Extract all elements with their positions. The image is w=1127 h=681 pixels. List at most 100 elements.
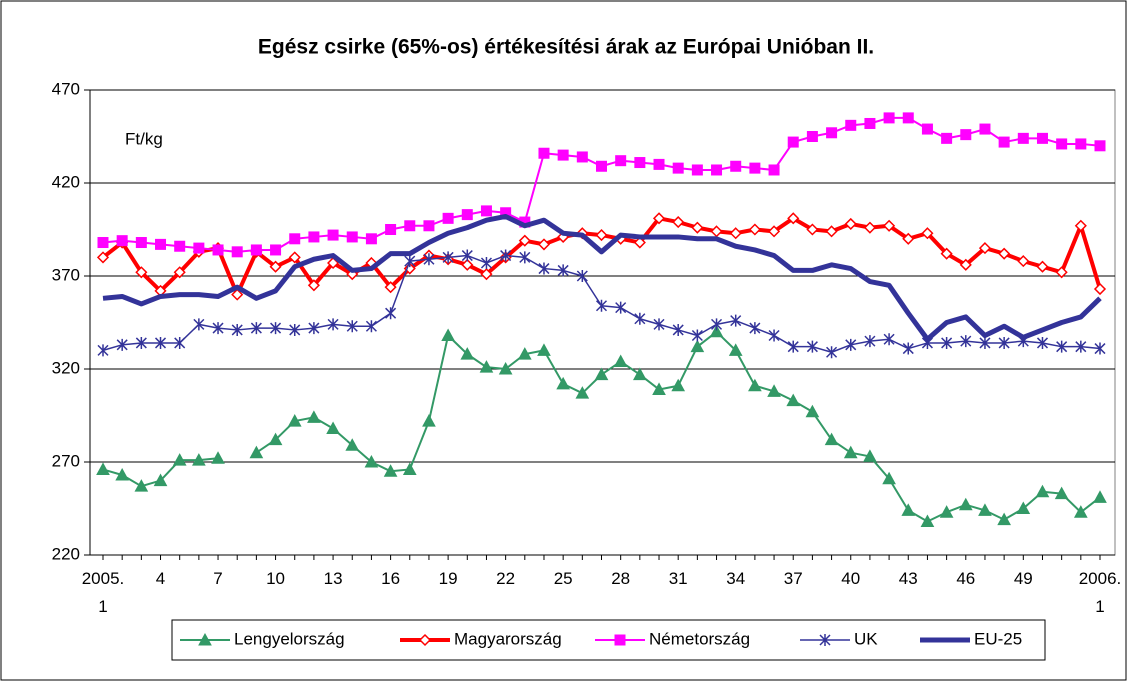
marker <box>308 231 320 243</box>
marker <box>819 634 831 646</box>
marker <box>960 129 972 141</box>
marker <box>864 117 876 129</box>
marker <box>538 262 550 275</box>
marker <box>691 164 703 176</box>
marker <box>270 244 282 256</box>
x-tick-label: 7 <box>213 569 222 588</box>
marker <box>308 322 320 335</box>
marker <box>1054 486 1069 500</box>
legend-label: Németország <box>649 629 750 648</box>
marker <box>825 225 838 238</box>
marker <box>883 112 895 124</box>
marker <box>249 445 264 459</box>
marker <box>730 160 742 172</box>
marker <box>211 451 225 464</box>
marker <box>882 471 896 485</box>
marker <box>538 147 550 159</box>
marker <box>442 212 454 224</box>
marker <box>902 342 914 355</box>
x-tick-label: 28 <box>611 569 630 588</box>
marker <box>595 229 608 242</box>
marker <box>172 453 187 466</box>
y-tick-label: 370 <box>52 265 80 284</box>
marker <box>787 212 800 225</box>
marker <box>193 242 205 254</box>
marker <box>385 224 397 235</box>
marker <box>940 247 953 260</box>
x-tick-label: 2005. 1 <box>82 569 125 616</box>
marker <box>383 464 398 477</box>
marker <box>748 223 761 236</box>
marker <box>921 227 934 240</box>
marker <box>845 338 857 351</box>
marker <box>116 338 128 351</box>
x-tick-label: 16 <box>381 569 400 588</box>
marker <box>404 255 416 268</box>
y-tick-label: 320 <box>52 358 80 377</box>
marker <box>346 231 358 243</box>
marker <box>883 333 895 346</box>
marker <box>1016 501 1031 514</box>
marker <box>749 162 761 174</box>
marker <box>557 149 569 161</box>
marker <box>365 320 377 333</box>
marker <box>154 336 167 349</box>
marker <box>921 123 933 135</box>
marker <box>653 318 665 331</box>
marker <box>461 249 473 262</box>
marker <box>517 347 532 360</box>
marker <box>998 336 1010 349</box>
marker <box>268 432 283 446</box>
marker <box>691 329 703 342</box>
marker <box>461 258 474 271</box>
marker <box>135 237 147 249</box>
y-tick-label: 220 <box>52 544 80 563</box>
marker <box>826 346 838 359</box>
marker <box>231 288 244 301</box>
marker <box>979 123 991 135</box>
marker <box>690 339 705 353</box>
marker <box>404 220 416 232</box>
marker <box>96 251 110 264</box>
marker <box>998 136 1010 148</box>
marker <box>826 127 838 139</box>
marker <box>135 266 148 279</box>
x-tick-label: 34 <box>726 569 745 588</box>
legend-label: Magyarország <box>454 629 562 648</box>
marker <box>97 237 109 249</box>
marker <box>289 233 301 245</box>
chart-title: Egész csirke (65%-os) értékesítési árak … <box>258 36 874 59</box>
marker <box>1073 505 1088 518</box>
marker <box>326 421 340 435</box>
series-markers <box>97 249 1106 359</box>
marker <box>418 633 432 647</box>
marker <box>1075 138 1087 150</box>
marker <box>998 247 1011 260</box>
series-markers <box>97 112 1106 258</box>
marker <box>270 322 282 335</box>
marker <box>806 340 818 353</box>
series-line <box>102 213 1102 342</box>
marker <box>556 376 570 390</box>
marker <box>346 320 358 333</box>
marker <box>423 220 435 232</box>
marker <box>902 112 914 124</box>
marker <box>748 378 762 392</box>
marker <box>345 438 360 451</box>
y-tick-label: 470 <box>52 79 80 98</box>
marker <box>250 244 262 256</box>
marker <box>728 343 743 356</box>
marker <box>174 240 186 252</box>
unit-annotation: Ft/kg <box>125 129 163 148</box>
marker <box>557 264 569 277</box>
marker <box>97 344 109 357</box>
marker <box>250 322 262 335</box>
marker <box>787 136 799 148</box>
marker <box>711 318 723 331</box>
marker <box>518 234 531 247</box>
marker <box>537 238 551 251</box>
x-tick-label: 46 <box>956 569 975 588</box>
series-markers <box>96 324 1107 528</box>
marker <box>844 217 857 230</box>
marker <box>364 454 379 468</box>
